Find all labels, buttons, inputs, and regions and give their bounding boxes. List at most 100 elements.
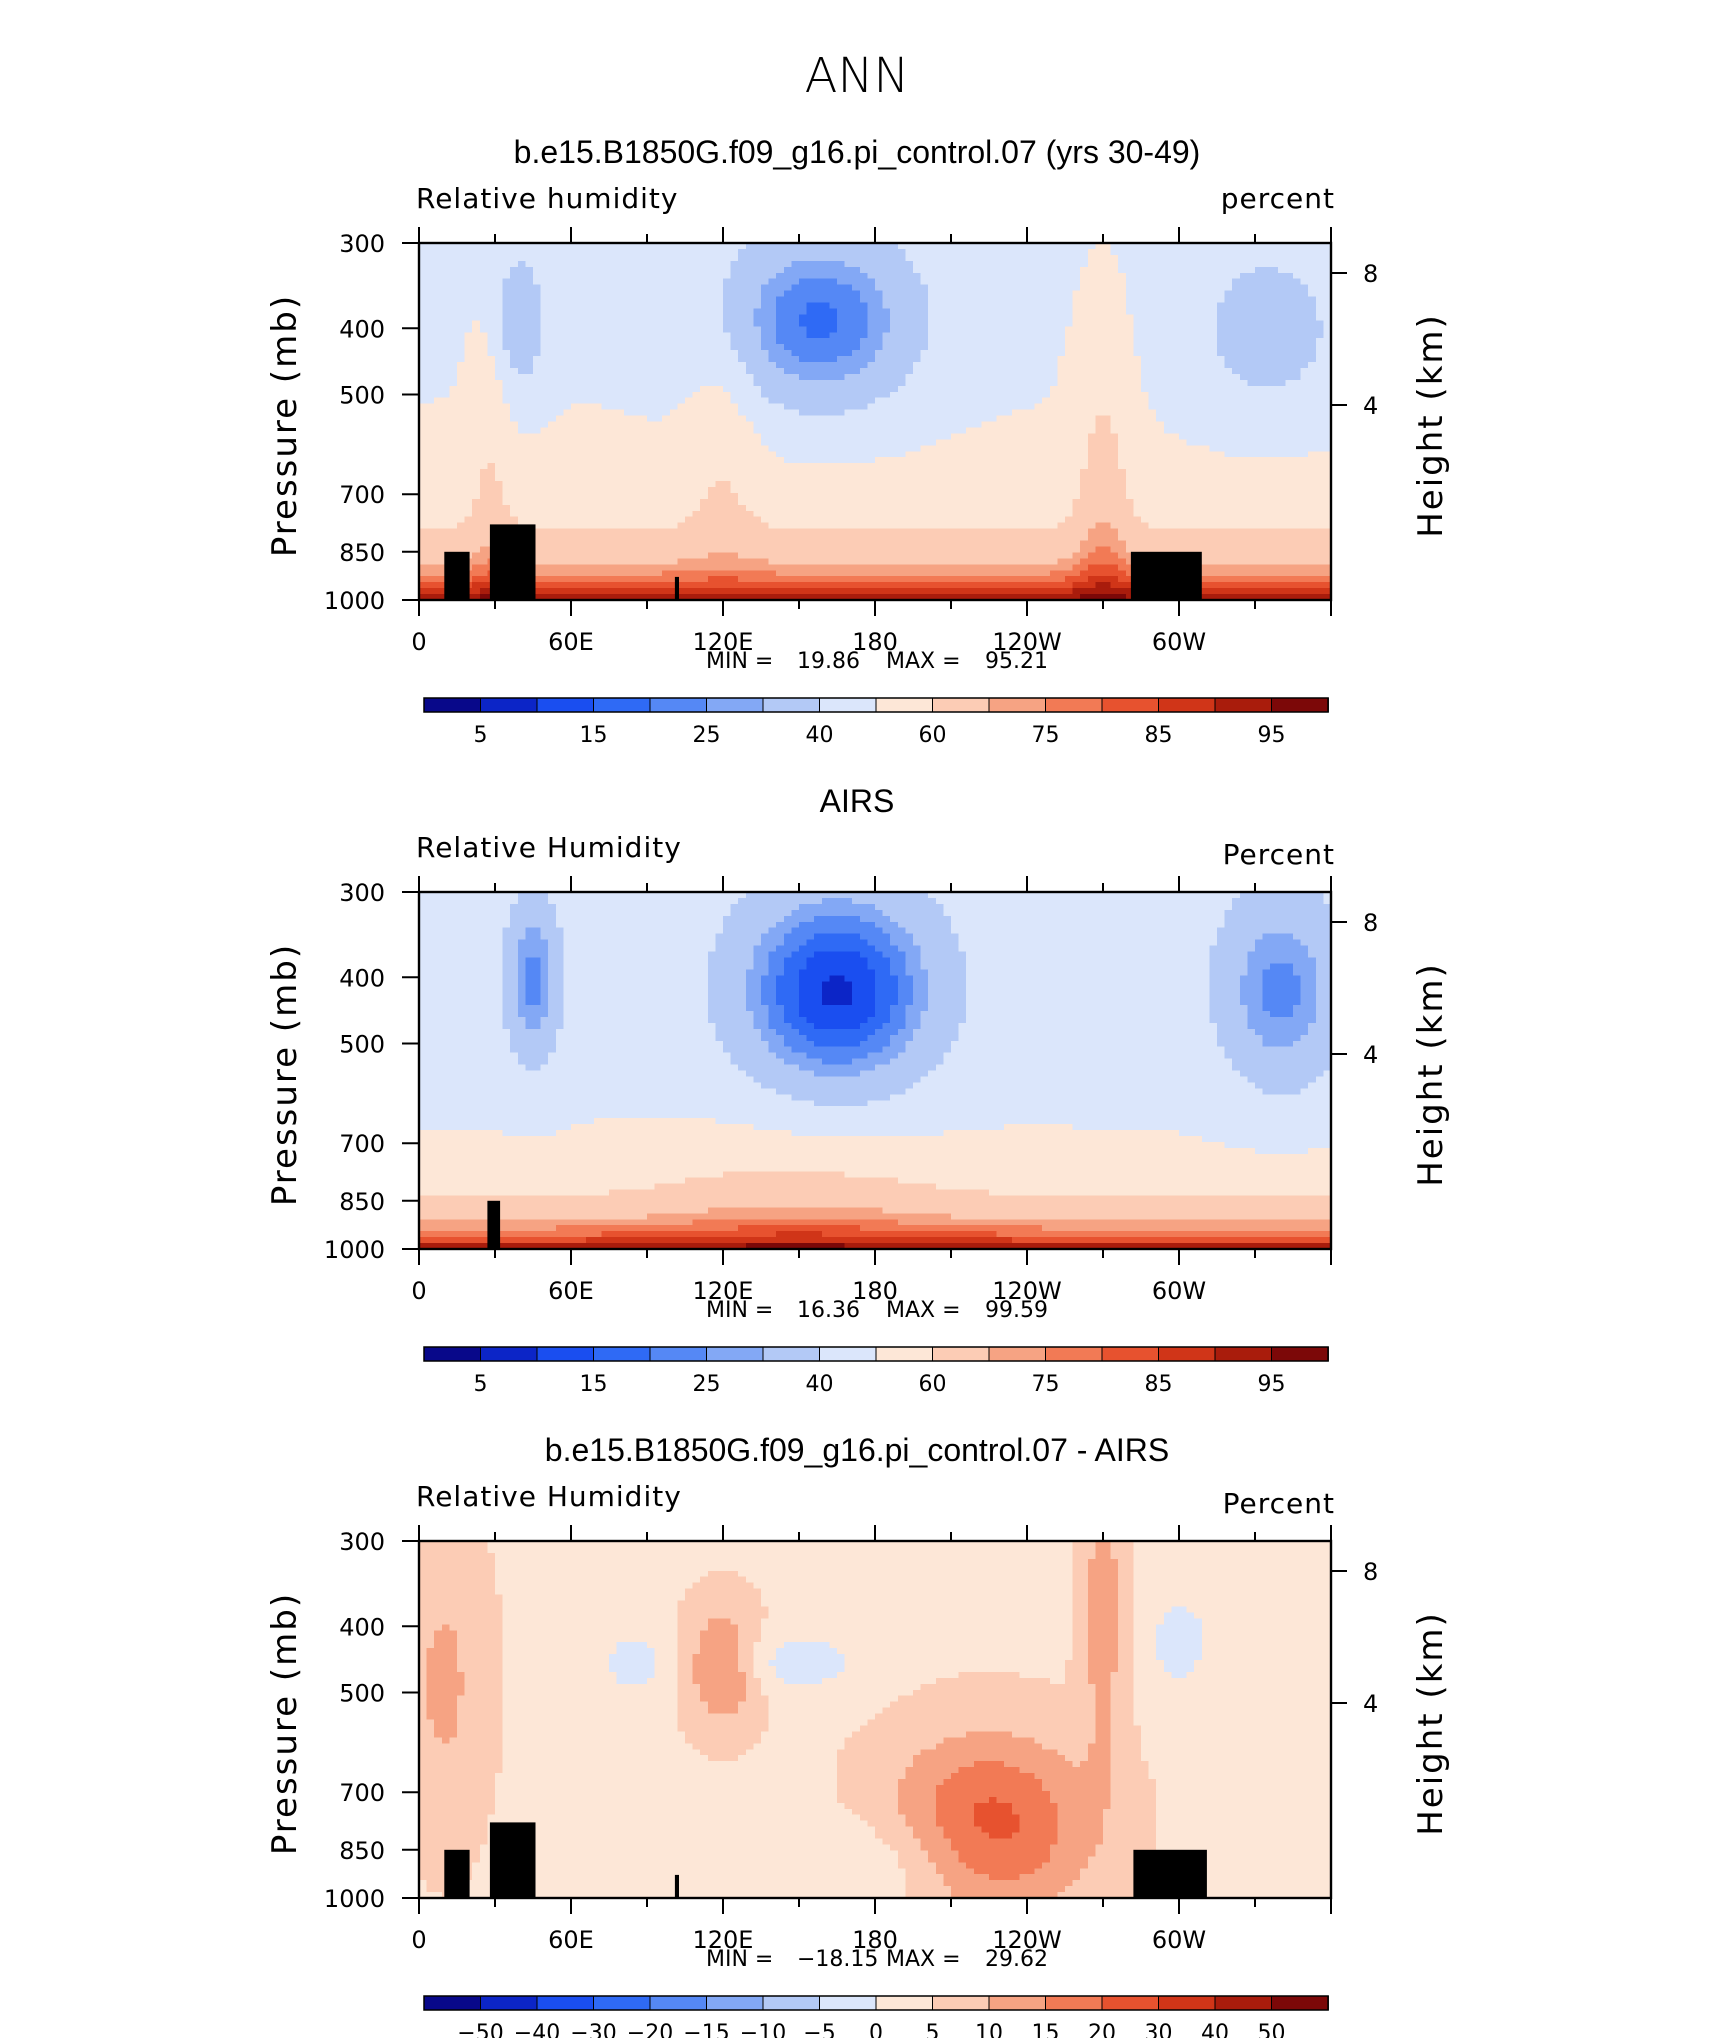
contour-cell bbox=[624, 373, 633, 381]
contour-cell bbox=[852, 272, 861, 280]
contour-cell bbox=[1118, 350, 1127, 357]
contour-cell bbox=[1049, 433, 1058, 440]
contour-cell bbox=[1103, 272, 1112, 280]
contour-cell bbox=[1148, 409, 1157, 417]
contour-cell bbox=[1232, 451, 1241, 458]
contour-cell bbox=[1011, 260, 1020, 268]
contour-cell bbox=[943, 332, 952, 339]
contour-cell bbox=[935, 445, 944, 452]
contour-cell bbox=[563, 248, 572, 256]
contour-cell bbox=[700, 451, 709, 458]
contour-cell bbox=[487, 248, 496, 256]
contour-cell bbox=[1209, 308, 1218, 315]
contour-cell bbox=[1293, 427, 1302, 434]
contour-cell bbox=[692, 272, 701, 280]
contour-cell bbox=[1148, 439, 1157, 446]
contour-cell bbox=[1277, 397, 1286, 405]
contour-cell bbox=[806, 243, 815, 250]
contour-cell bbox=[1087, 367, 1096, 375]
contour-cell bbox=[1255, 362, 1264, 369]
contour-cell bbox=[1080, 272, 1089, 280]
contour-cell bbox=[738, 469, 747, 476]
contour-cell bbox=[1095, 344, 1104, 351]
contour-cell bbox=[859, 403, 868, 411]
contour-cell bbox=[1277, 314, 1286, 321]
contour-cell bbox=[624, 266, 633, 274]
contour-cell bbox=[753, 290, 762, 298]
contour-cell bbox=[723, 278, 732, 286]
contour-cell bbox=[1262, 409, 1271, 417]
contour-cell bbox=[897, 391, 906, 399]
contour-cell bbox=[1148, 362, 1157, 369]
contour-cell bbox=[1201, 385, 1210, 393]
contour-cell bbox=[685, 415, 694, 423]
contour-cell bbox=[829, 451, 838, 458]
contour-cell bbox=[1110, 320, 1119, 327]
contour-cell bbox=[852, 433, 861, 440]
contour-cell bbox=[472, 403, 481, 411]
contour-cell bbox=[776, 362, 785, 369]
contour-cell bbox=[1285, 356, 1294, 363]
contour-cell bbox=[563, 302, 572, 310]
contour-cell bbox=[700, 338, 709, 345]
contour-cell bbox=[1163, 314, 1172, 321]
contour-cell bbox=[776, 415, 785, 423]
contour-cell bbox=[472, 439, 481, 446]
contour-cell bbox=[548, 308, 557, 315]
contour-cell bbox=[730, 451, 739, 458]
contour-cell bbox=[654, 302, 663, 310]
contour-cell bbox=[958, 463, 967, 470]
contour-cell bbox=[540, 308, 549, 315]
contour-cell bbox=[1232, 260, 1241, 268]
contour-cell bbox=[616, 338, 625, 345]
contour-cell bbox=[700, 433, 709, 440]
contour-cell bbox=[434, 421, 443, 429]
contour-cell bbox=[685, 457, 694, 464]
contour-cell bbox=[487, 243, 496, 250]
contour-cell bbox=[859, 260, 868, 268]
contour-cell bbox=[958, 302, 967, 310]
contour-cell bbox=[601, 350, 610, 357]
contour-cell bbox=[487, 481, 496, 488]
contour-cell bbox=[525, 457, 534, 464]
contour-cell bbox=[563, 409, 572, 417]
contour-cell bbox=[1095, 314, 1104, 321]
contour-cell bbox=[1179, 391, 1188, 399]
contour-cell bbox=[586, 486, 595, 494]
contour-cell bbox=[814, 403, 823, 411]
contour-cell bbox=[1087, 445, 1096, 452]
contour-cell bbox=[555, 415, 564, 423]
contour-cell bbox=[631, 284, 640, 292]
contour-cell bbox=[1285, 379, 1294, 387]
contour-cell bbox=[426, 290, 435, 298]
contour-cell bbox=[449, 415, 458, 423]
contour-cell bbox=[1042, 403, 1051, 411]
contour-cell bbox=[768, 403, 777, 411]
contour-cell bbox=[875, 486, 884, 494]
contour-cell bbox=[1011, 457, 1020, 464]
contour-cell bbox=[799, 445, 808, 452]
contour-cell bbox=[487, 427, 496, 434]
contour-cell bbox=[555, 486, 564, 494]
contour-cell bbox=[1027, 373, 1036, 381]
contour-cell bbox=[639, 391, 648, 399]
contour-cell bbox=[852, 356, 861, 363]
contour-cell bbox=[783, 248, 792, 256]
contour-cell bbox=[662, 433, 671, 440]
contour-cell bbox=[677, 254, 686, 262]
contour-cell bbox=[1049, 254, 1058, 262]
contour-cell bbox=[707, 326, 716, 333]
contour-cell bbox=[1247, 469, 1256, 476]
contour-cell bbox=[601, 457, 610, 464]
contour-cell bbox=[852, 338, 861, 345]
contour-cell bbox=[419, 272, 428, 280]
contour-cell bbox=[1103, 463, 1112, 470]
contour-cell bbox=[700, 481, 709, 488]
contour-cell bbox=[586, 278, 595, 286]
contour-cell bbox=[852, 481, 861, 488]
contour-cell bbox=[685, 463, 694, 470]
contour-cell bbox=[875, 367, 884, 375]
contour-cell bbox=[616, 463, 625, 470]
contour-cell bbox=[913, 284, 922, 292]
contour-cell bbox=[981, 409, 990, 417]
